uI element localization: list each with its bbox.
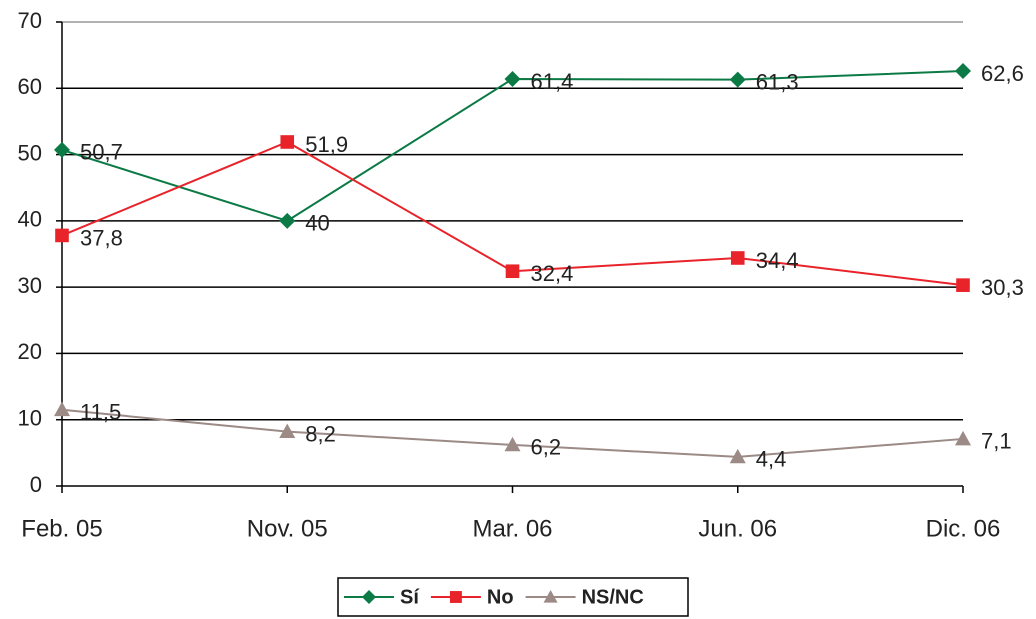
legend-label: No [487, 586, 514, 608]
series-line [61, 140, 964, 287]
point [279, 212, 296, 229]
y-tick-label: 60 [18, 74, 42, 99]
data-label: 51,9 [305, 132, 348, 157]
data-label: 32,4 [531, 261, 574, 286]
legend-marker [543, 590, 558, 603]
x-tick-label: Nov. 05 [247, 515, 328, 542]
y-tick-label: 0 [30, 472, 42, 497]
y-tick-label: 30 [18, 273, 42, 298]
point [955, 63, 971, 80]
x-tick-label: Jun. 06 [698, 515, 777, 542]
point [956, 278, 970, 292]
legend-label: Sí [400, 586, 420, 608]
data-label: 6,2 [531, 435, 562, 460]
y-tick-label: 20 [18, 339, 42, 364]
x-tick-label: Feb. 05 [21, 515, 102, 542]
point [729, 71, 746, 88]
data-label: 11,5 [80, 400, 121, 425]
data-label: 7,1 [981, 429, 1012, 454]
point [279, 423, 296, 439]
data-label: 34,4 [756, 248, 799, 273]
point [505, 264, 520, 279]
data-label: 30,3 [981, 275, 1024, 300]
point [504, 436, 521, 452]
point [54, 401, 70, 417]
point [955, 430, 971, 446]
data-label: 8,2 [305, 421, 336, 446]
legend-marker [362, 590, 376, 604]
data-label: 4,4 [756, 447, 787, 472]
y-tick-label: 70 [18, 8, 42, 33]
point [729, 448, 746, 464]
point [730, 251, 745, 265]
y-tick-label: 40 [18, 207, 42, 232]
x-tick-label: Mar. 06 [472, 515, 552, 542]
legend-box [337, 577, 689, 617]
data-label: 62,6 [981, 61, 1024, 86]
data-label: 61,4 [531, 69, 574, 94]
point [504, 71, 521, 88]
y-tick-label: 10 [18, 406, 42, 431]
series-line [61, 70, 964, 222]
point [280, 135, 295, 149]
y-tick-label: 50 [18, 140, 42, 165]
data-label: 40 [305, 211, 329, 236]
x-tick-label: Dic. 06 [926, 515, 1001, 542]
legend-label: NS/NC [582, 586, 644, 608]
point [54, 141, 70, 158]
point [55, 228, 69, 243]
data-label: 37,8 [80, 225, 123, 250]
data-label: 61,3 [756, 69, 799, 94]
data-label: 50,7 [80, 140, 123, 165]
legend-marker [449, 591, 462, 603]
